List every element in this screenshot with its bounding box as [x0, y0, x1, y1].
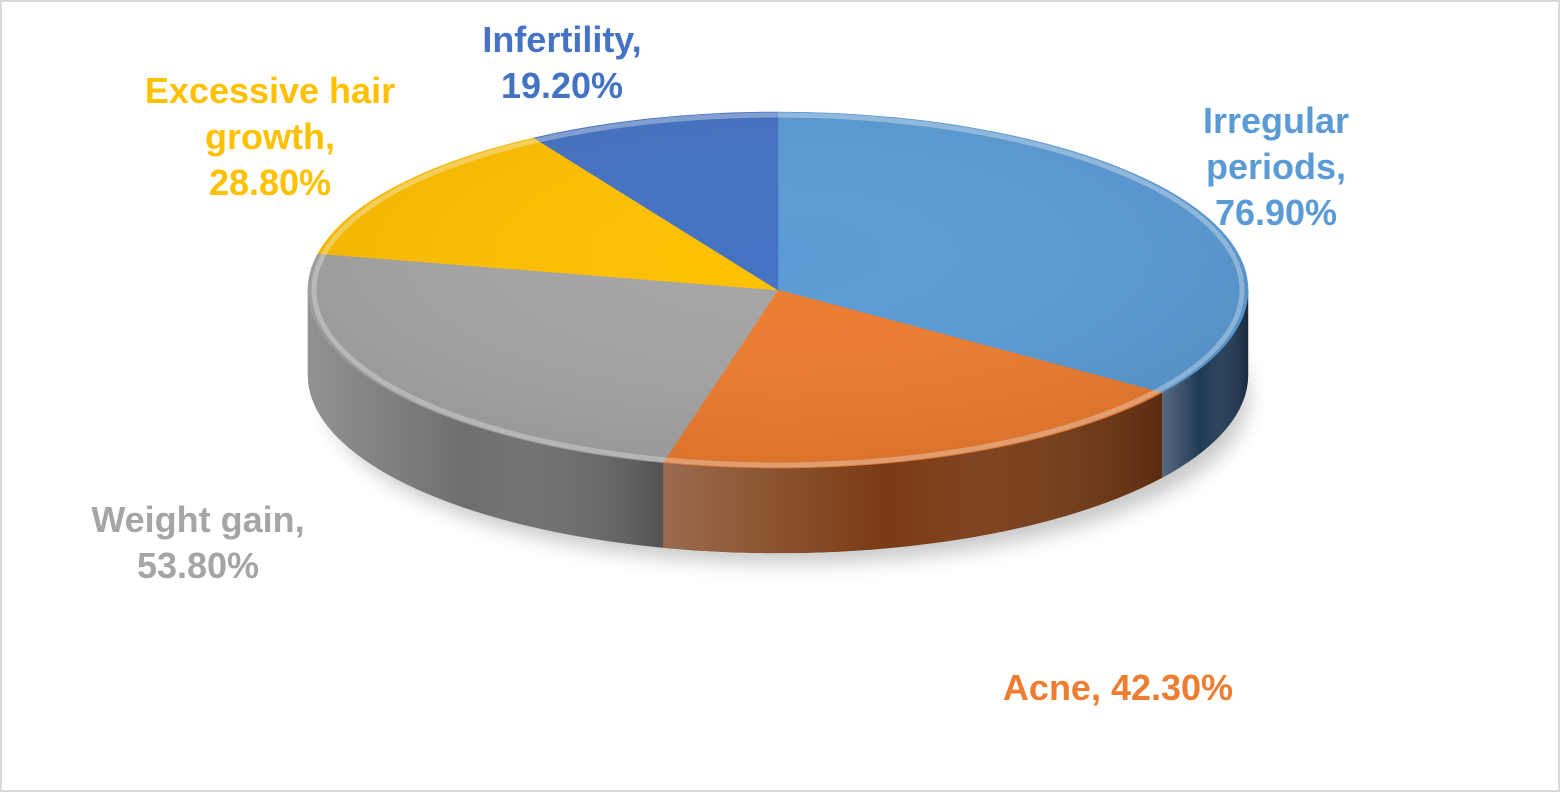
data-label-infertility: Infertility, 19.20% [482, 19, 641, 106]
data-label-line: Irregular [1203, 100, 1349, 141]
data-label-line: Infertility, [482, 19, 641, 60]
data-label-excessive-hair-growth: Excessive hair growth, 28.80% [145, 70, 395, 203]
data-label-irregular-periods: Irregular periods, 76.90% [1203, 100, 1349, 233]
data-label-line: Acne, 42.30% [1003, 667, 1233, 708]
data-label-weight-gain: Weight gain, 53.80% [91, 499, 304, 586]
pie-side-light-irregular-periods [1161, 290, 1248, 478]
data-label-line: 19.20% [501, 65, 623, 106]
data-label-line: 53.80% [137, 545, 259, 586]
pie-side-light-weight-gain [308, 290, 663, 548]
data-label-line: 76.90% [1215, 192, 1337, 233]
data-label-line: Weight gain, [91, 499, 304, 540]
data-label-acne: Acne, 42.30% [1003, 667, 1233, 708]
data-label-line: periods, [1206, 146, 1346, 187]
pie-top-shade [308, 112, 1248, 468]
data-label-line: growth, [205, 116, 335, 157]
pie-side-light-acne [662, 392, 1162, 554]
data-label-line: 28.80% [209, 162, 331, 203]
data-label-line: Excessive hair [145, 70, 395, 111]
